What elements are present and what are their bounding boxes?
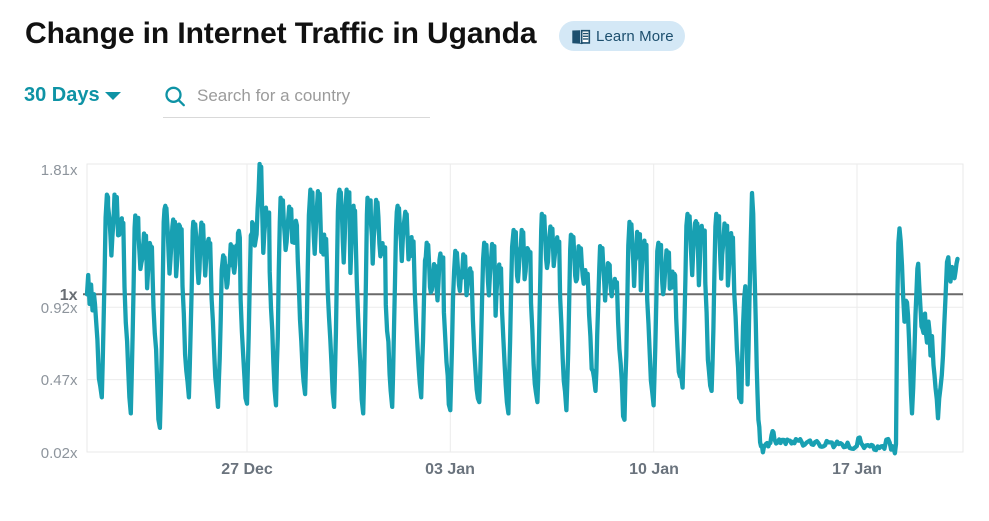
svg-text:0.92x: 0.92x [41,300,78,317]
svg-text:1x: 1x [60,287,78,304]
svg-text:17 Jan: 17 Jan [832,461,882,478]
svg-text:03 Jan: 03 Jan [425,461,475,478]
svg-text:10 Jan: 10 Jan [629,461,679,478]
svg-text:1.81x: 1.81x [41,162,78,179]
svg-text:0.47x: 0.47x [41,372,78,389]
svg-text:27 Dec: 27 Dec [221,461,273,478]
svg-text:0.02x: 0.02x [41,445,78,462]
